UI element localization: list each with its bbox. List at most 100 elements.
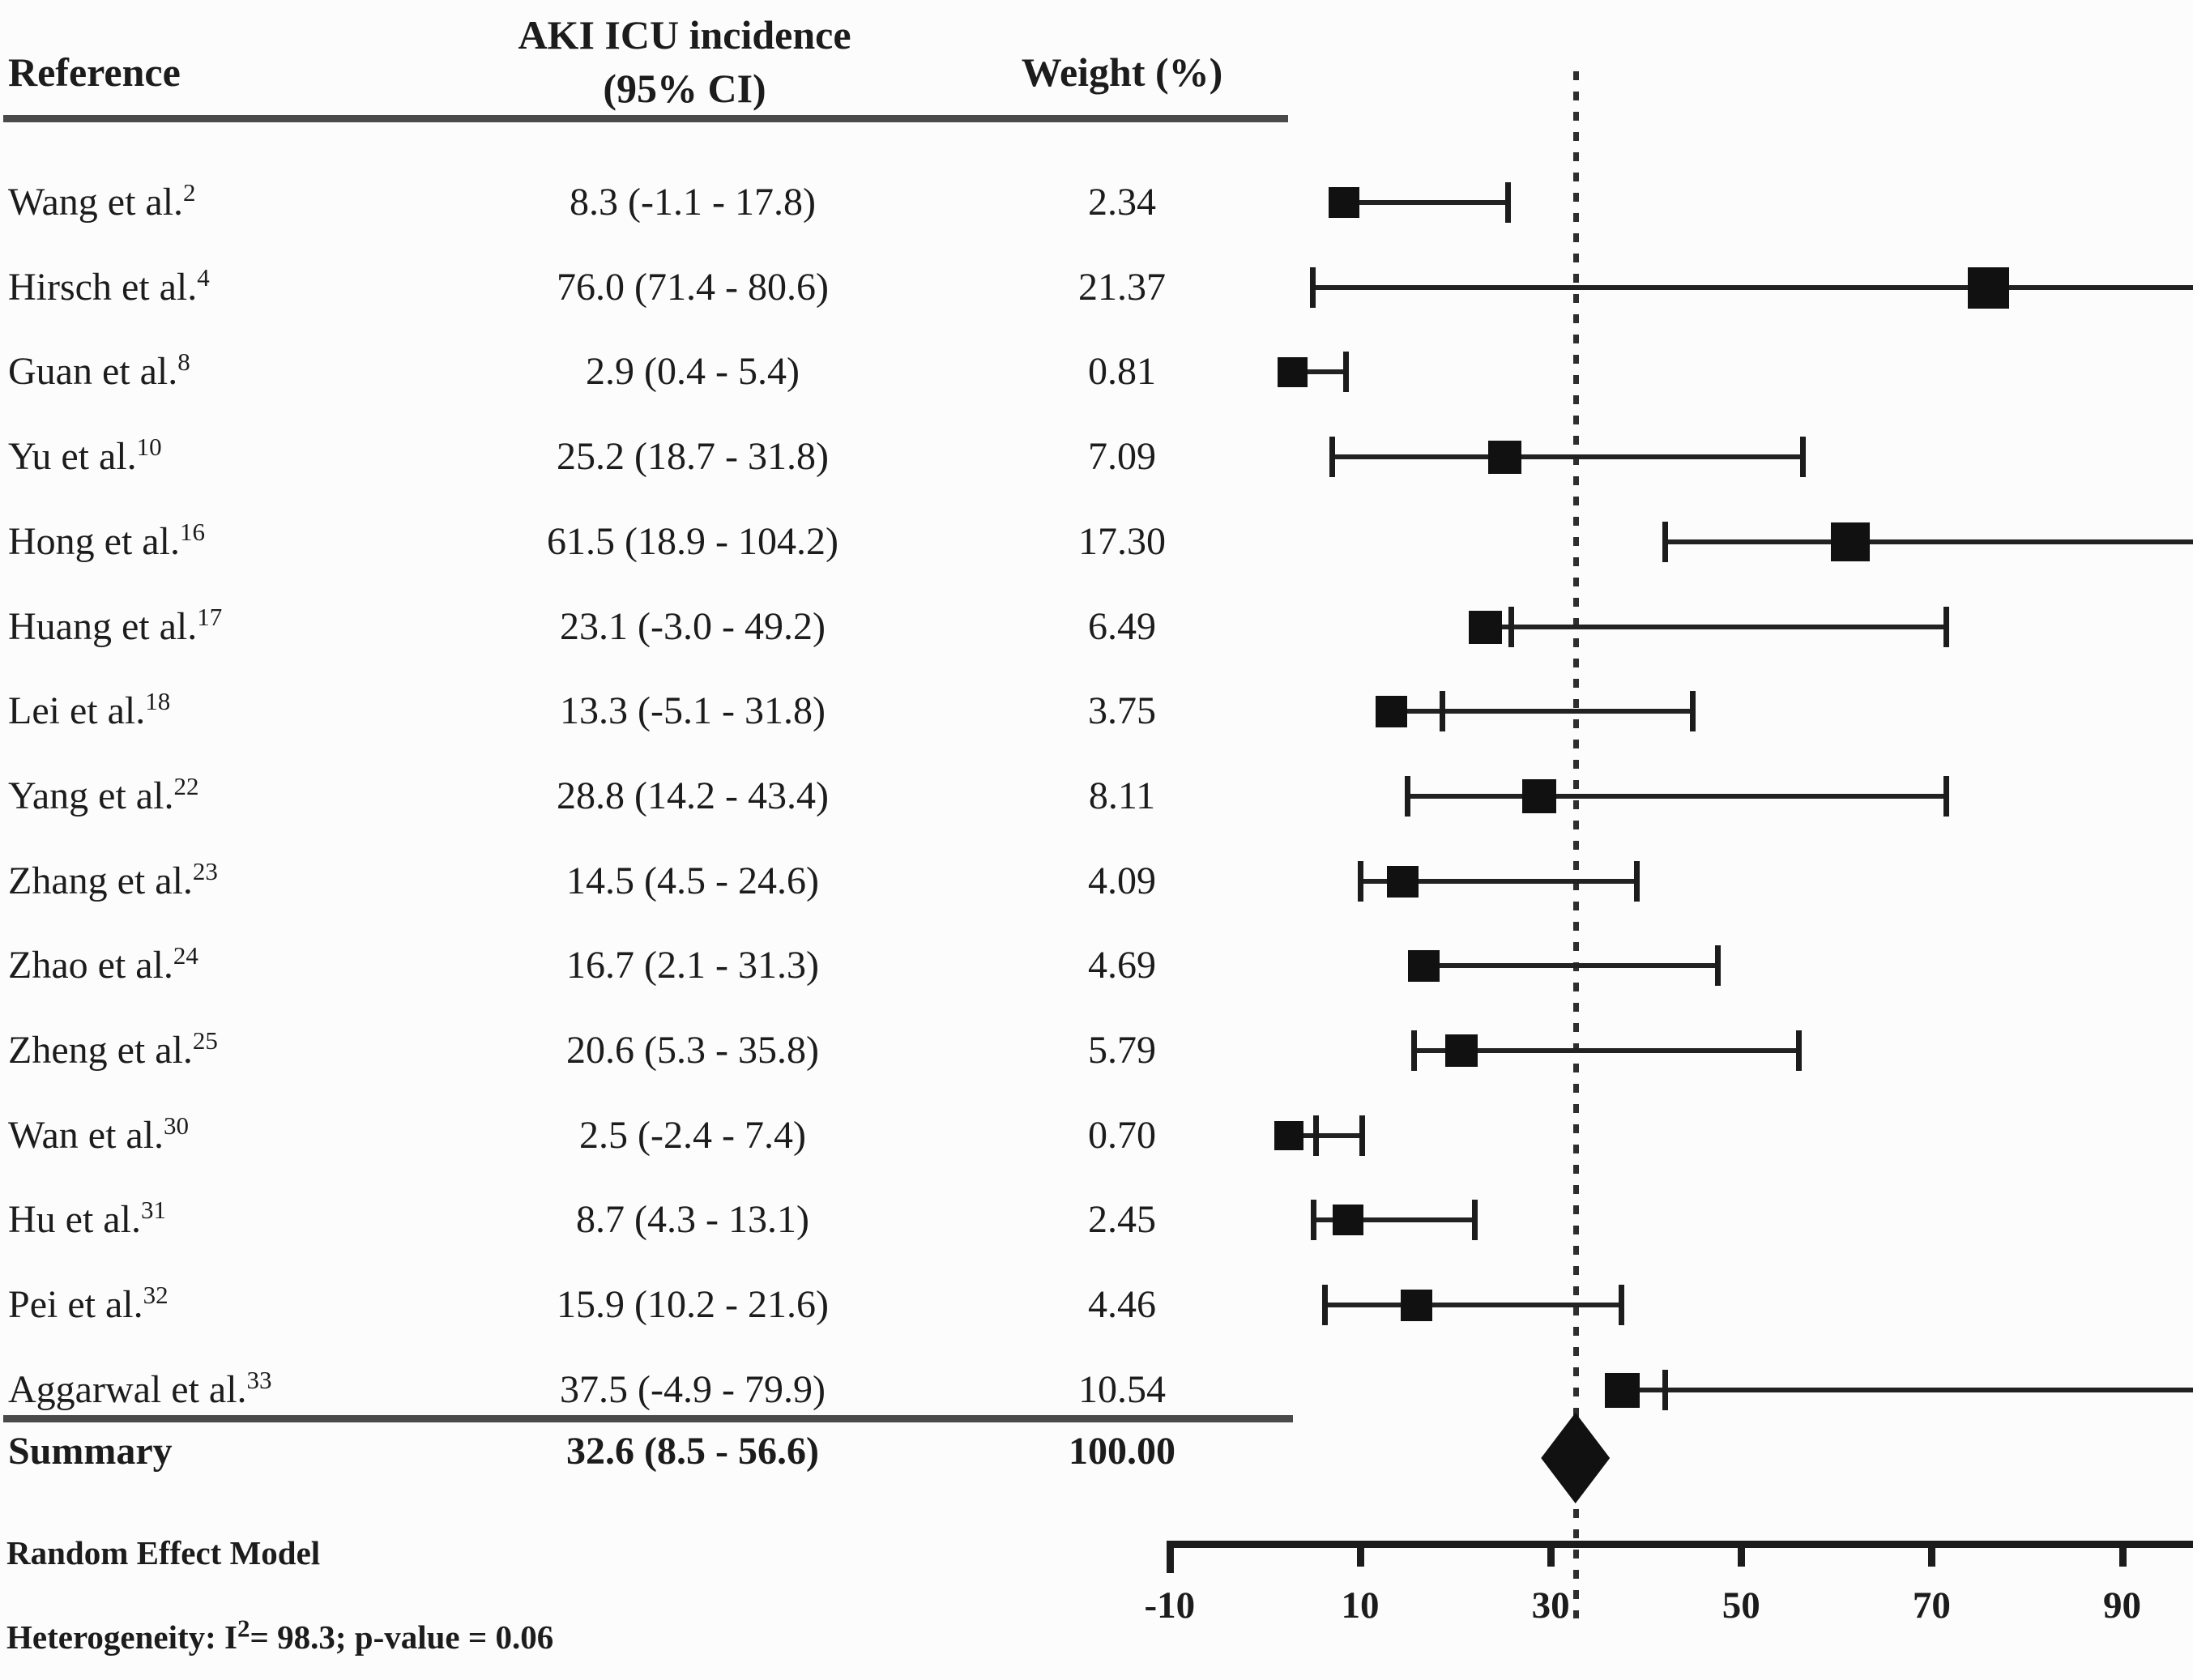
ci-cap [1312,1115,1319,1156]
study-label-text: Zhao et al. [8,944,173,987]
effect-square [1274,1121,1303,1150]
effect-square [1968,267,2009,309]
study-label: Aggarwal et al.33 [8,1362,272,1418]
study-label: Hong et al.16 [8,514,205,570]
weight-value: 8.11 [1088,774,1156,817]
summary-diamond [1541,1413,1611,1503]
ci-value: 15.9 (10.2 - 21.6) [557,1283,829,1326]
ci-value: 13.3 (-5.1 - 31.8) [560,689,826,732]
study-label: Guan et al.8 [8,343,190,400]
axis-tick [1357,1541,1364,1567]
ci-cap [1440,691,1446,731]
heterogeneity-prefix: Heterogeneity: I [6,1618,237,1656]
ci-value: 16.7 (2.1 - 31.3) [566,944,819,987]
study-label-text: Pei et al. [8,1283,143,1326]
study-reference-superscript: 24 [173,941,198,970]
weight-value: 21.37 [1078,266,1166,309]
study-reference-superscript: 18 [145,687,171,715]
axis-tick-label: 90 [2103,1584,2142,1627]
weight-value: 3.75 [1088,689,1156,732]
heterogeneity-note: Heterogeneity: I2= 98.3; p-value = 0.06 [6,1615,554,1657]
weight-value: 2.34 [1088,181,1156,224]
summary-label: Summary [8,1423,173,1480]
ci-value: 20.6 (5.3 - 35.8) [566,1029,819,1072]
effect-square [1469,611,1502,644]
ci-cap [1310,267,1316,308]
x-axis-line [1172,1541,2193,1548]
ci-value: 14.5 (4.5 - 24.6) [566,859,819,902]
ci-whisker [1391,709,1693,714]
study-reference-superscript: 25 [192,1026,218,1055]
ci-cap [1343,352,1350,392]
axis-tick-label: 50 [1722,1584,1760,1627]
weight-value: 7.09 [1088,435,1156,478]
ci-value: 25.2 (18.7 - 31.8) [557,435,829,478]
study-label: Wang et al.2 [8,174,196,231]
ci-whisker [1423,963,1717,968]
study-label-text: Hirsch et al. [8,266,198,309]
weight-value: 2.45 [1088,1198,1156,1241]
ci-whisker [1331,454,1803,459]
effect-square [1329,187,1359,218]
axis-tick-label: 30 [1531,1584,1570,1627]
ci-cap [1943,776,1950,817]
study-label: Hirsch et al.4 [8,259,210,316]
ci-cap [1358,861,1363,902]
ci-whisker [1360,879,1636,884]
ci-value: 8.3 (-1.1 - 17.8) [570,181,816,224]
study-label-text: Huang et al. [8,605,198,648]
ci-cap [1799,437,1806,477]
ci-value: 32.6 (8.5 - 56.6) [566,1430,819,1473]
study-label-text: Yu et al. [8,435,137,478]
effect-square [1488,441,1521,474]
weight-value: 6.49 [1088,605,1156,648]
study-label: Pei et al.32 [8,1277,169,1333]
study-label-text: Guan et al. [8,350,178,393]
effect-square [1401,1290,1432,1321]
axis-tick-label: 10 [1341,1584,1380,1627]
ci-value: 61.5 (18.9 - 104.2) [547,520,838,563]
study-reference-superscript: 8 [177,348,190,376]
study-reference-superscript: 33 [246,1366,272,1394]
ci-whisker [1288,1133,1363,1138]
study-reference-superscript: 17 [197,603,223,631]
study-label-text: Zheng et al. [8,1029,193,1072]
effect-square [1387,866,1419,898]
effect-square [1278,357,1308,387]
ci-cap [1690,691,1696,731]
ci-cap [1943,607,1950,647]
ci-cap [1472,1200,1478,1240]
weight-value: 4.69 [1088,944,1156,987]
weight-value: 0.70 [1088,1114,1156,1157]
ci-whisker [1292,369,1346,374]
ci-value: 2.5 (-2.4 - 7.4) [579,1114,806,1157]
study-label: Hu et al.31 [8,1192,166,1248]
study-reference-superscript: 23 [192,857,218,885]
ci-cap [1662,1370,1669,1410]
summary-divider-rule [3,1415,1293,1422]
axis-tick-label: -10 [1144,1584,1196,1627]
model-note: Random Effect Model [6,1534,321,1571]
study-reference-superscript: 32 [143,1281,169,1309]
effect-square [1522,779,1556,813]
ci-cap [1311,1200,1317,1240]
effect-square [1831,522,1870,561]
weight-value: 10.54 [1078,1368,1166,1411]
study-reference-superscript: 30 [164,1111,190,1140]
ci-cap [1795,1030,1802,1071]
ci-whisker [1665,539,2193,544]
axis-tick [1738,1541,1746,1567]
axis-tick [1547,1541,1555,1567]
study-label: Wan et al.30 [8,1107,189,1164]
heterogeneity-suffix: = 98.3; p-value = 0.06 [250,1618,554,1656]
ci-value: 2.9 (0.4 - 5.4) [586,350,800,393]
study-reference-superscript: 2 [183,178,196,207]
ci-cap [1410,1030,1417,1071]
ci-whisker [1413,1048,1798,1053]
study-label-text: Yang et al. [8,774,174,817]
ci-cap [1714,945,1721,986]
study-label: Zheng et al.25 [8,1022,218,1079]
weight-value: 0.81 [1088,350,1156,393]
ci-whisker [1313,1217,1475,1222]
